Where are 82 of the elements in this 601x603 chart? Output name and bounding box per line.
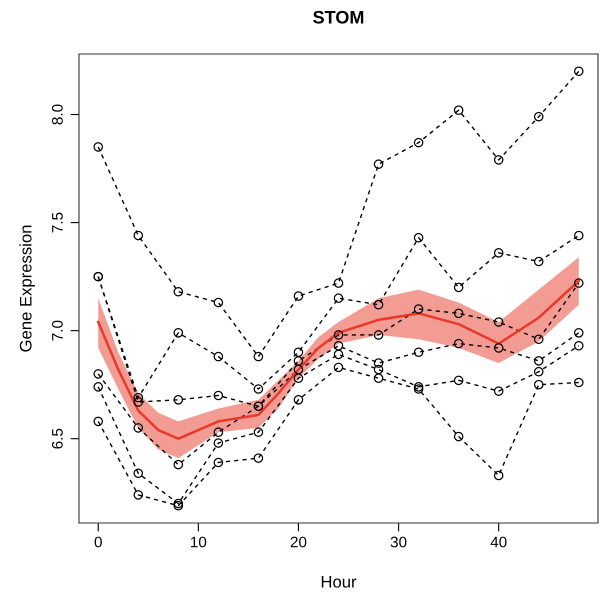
point [254, 384, 264, 394]
point [414, 232, 424, 242]
point [374, 330, 384, 340]
point [414, 347, 424, 358]
point [93, 382, 104, 392]
point [494, 248, 504, 258]
point [174, 328, 184, 338]
point [93, 369, 104, 379]
x-axis-title: Hour [322, 576, 356, 588]
point [374, 358, 384, 368]
point [133, 490, 144, 500]
point [133, 397, 144, 407]
y-tick-label: 7.5 [52, 212, 63, 232]
point [374, 159, 384, 170]
point [214, 427, 224, 438]
point [294, 373, 304, 383]
point [174, 460, 184, 470]
point [494, 386, 504, 396]
point [454, 308, 464, 318]
point [454, 105, 464, 115]
point [334, 350, 344, 360]
point [174, 286, 184, 297]
y-tick-label: 7.0 [52, 320, 63, 340]
point [534, 356, 544, 366]
point [414, 304, 424, 314]
point [574, 328, 584, 338]
point [93, 142, 104, 152]
point [334, 340, 344, 351]
point [574, 378, 584, 388]
point [93, 416, 104, 426]
point [294, 347, 304, 358]
point [454, 338, 464, 348]
point [374, 300, 384, 310]
point [374, 364, 384, 374]
point [454, 432, 464, 442]
x-tick-label: 10 [191, 536, 206, 548]
point [133, 230, 144, 240]
point [214, 458, 224, 468]
point [574, 230, 584, 240]
point [214, 352, 224, 362]
point [574, 278, 584, 288]
x-tick-label: 40 [490, 536, 507, 548]
point [374, 373, 384, 383]
point [534, 112, 544, 122]
point [334, 330, 344, 340]
point [534, 380, 544, 390]
y-tick-label: 8.0 [52, 104, 63, 124]
chart-title: STOM [313, 10, 364, 24]
point [574, 340, 584, 351]
point [133, 423, 144, 433]
point [294, 356, 304, 366]
point [414, 138, 424, 148]
point [534, 334, 544, 344]
point [254, 352, 264, 362]
x-tick-label: 30 [390, 536, 406, 548]
point [494, 470, 504, 480]
point [214, 390, 224, 400]
point [334, 278, 344, 288]
point [574, 66, 584, 76]
point [454, 376, 464, 386]
point [534, 256, 544, 266]
point [334, 362, 344, 372]
x-tick-label: 0 [94, 536, 102, 548]
point [174, 395, 184, 405]
point [254, 453, 264, 463]
point [494, 343, 504, 353]
point [454, 282, 464, 292]
point [133, 392, 144, 402]
point [294, 291, 304, 301]
point [534, 366, 544, 376]
point [214, 298, 224, 308]
x-tick-label: 20 [290, 536, 306, 548]
point [254, 427, 264, 438]
point [494, 317, 504, 327]
point [294, 395, 304, 405]
point [294, 364, 304, 374]
y-axis-title: Gene Expression [19, 226, 35, 352]
point [334, 293, 344, 304]
y-tick-label: 6.5 [52, 428, 63, 449]
point [133, 468, 144, 478]
point [214, 438, 224, 448]
point [494, 155, 504, 165]
